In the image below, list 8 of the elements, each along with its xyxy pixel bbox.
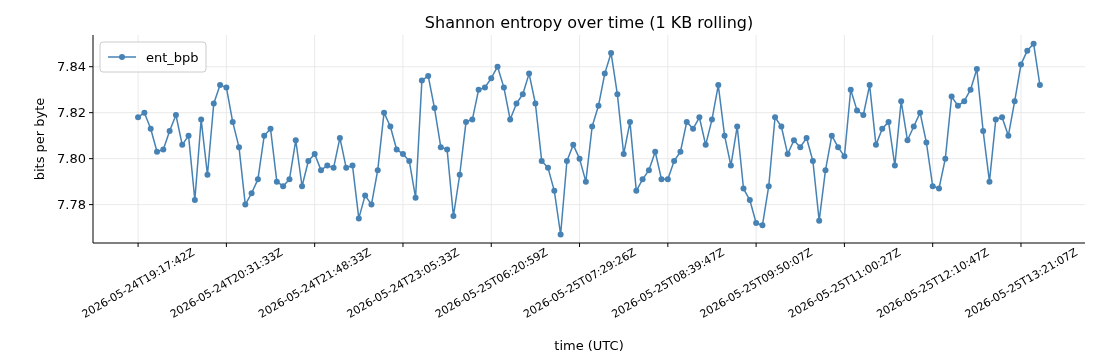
x-axis-title: time (UTC) xyxy=(554,338,624,353)
y-tick-label: 7.82 xyxy=(57,105,86,121)
y-tick-label: 7.78 xyxy=(57,197,86,213)
y-axis-title: bits per byte xyxy=(32,97,47,181)
legend-label: ent_bpb xyxy=(146,49,199,65)
y-tick-label: 7.80 xyxy=(57,151,86,167)
y-tick-label: 7.84 xyxy=(57,59,86,75)
chart-title: Shannon entropy over time (1 KB rolling) xyxy=(424,13,754,32)
